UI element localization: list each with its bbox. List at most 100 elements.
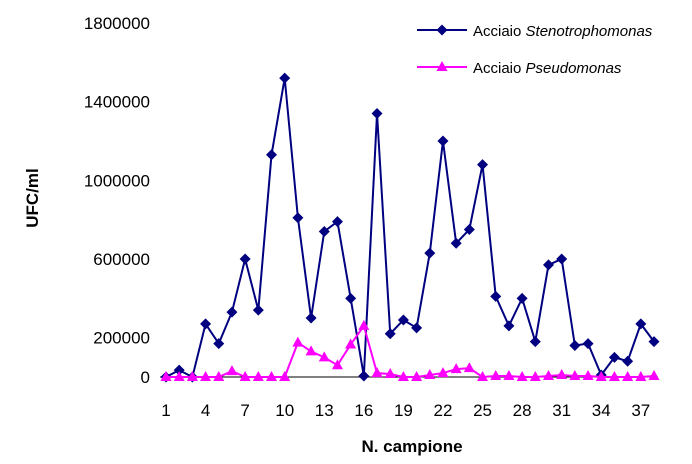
series-1-point-3 bbox=[200, 371, 212, 381]
series-0-point-10 bbox=[292, 212, 304, 224]
y-tick-label-1: 200000 bbox=[93, 329, 150, 348]
series-1-point-8 bbox=[266, 371, 278, 381]
legend-0-label-prefix: Acciaio bbox=[473, 23, 526, 40]
series-0-point-21 bbox=[437, 135, 449, 147]
series-0-point-30 bbox=[556, 253, 568, 265]
series-1-point-17 bbox=[384, 368, 396, 379]
series-1-point-23 bbox=[463, 362, 475, 373]
x-tick-label-4: 13 bbox=[315, 401, 334, 420]
series-0-point-9 bbox=[279, 72, 291, 84]
series-0-point-5 bbox=[226, 306, 238, 318]
series-0-point-34 bbox=[608, 351, 620, 363]
series-0-point-4 bbox=[213, 338, 225, 350]
series-1-point-16 bbox=[371, 367, 383, 378]
y-tick-label-2: 600000 bbox=[93, 250, 150, 269]
series-1-point-4 bbox=[213, 371, 225, 381]
series-1-point-5 bbox=[226, 365, 238, 376]
series-1-point-11 bbox=[305, 345, 317, 356]
series-0-point-11 bbox=[305, 312, 317, 324]
series-0-point-23 bbox=[463, 224, 475, 235]
series-0-point-29 bbox=[542, 259, 554, 271]
series-1-point-31 bbox=[569, 370, 581, 381]
series-1-point-20 bbox=[424, 369, 436, 380]
x-tick-label-2: 7 bbox=[240, 401, 249, 420]
series-0-point-35 bbox=[622, 355, 634, 367]
x-tick-label-7: 22 bbox=[434, 401, 453, 420]
series-1-point-26 bbox=[503, 370, 515, 381]
series-1-point-14 bbox=[345, 338, 357, 349]
x-tick-label-9: 28 bbox=[513, 401, 532, 420]
series-1-point-0 bbox=[160, 371, 172, 381]
series-1-point-33 bbox=[595, 371, 607, 381]
series-0-point-18 bbox=[397, 314, 409, 326]
legend-1-label: Acciaio Pseudomonas bbox=[473, 60, 622, 77]
series-1-point-29 bbox=[542, 370, 554, 381]
series-0-point-22 bbox=[450, 237, 462, 249]
series-1-point-22 bbox=[450, 363, 462, 374]
y-tick-label-4: 1400000 bbox=[84, 93, 150, 112]
x-tick-label-0: 1 bbox=[161, 401, 170, 420]
series-0-point-8 bbox=[266, 149, 278, 161]
series-0-point-25 bbox=[490, 290, 502, 302]
x-tick-label-12: 37 bbox=[631, 401, 650, 420]
series-layer bbox=[160, 72, 660, 383]
series-0-point-20 bbox=[424, 247, 436, 259]
y-tick-label-0: 0 bbox=[141, 368, 150, 387]
series-1-point-28 bbox=[529, 371, 541, 381]
x-tick-label-8: 25 bbox=[473, 401, 492, 420]
y-tick-label-3: 1000000 bbox=[84, 171, 150, 190]
series-0-line bbox=[165, 77, 655, 379]
x-tick-labels: 1 4 7 10 13 16 19 22 25 28 31 34 37 bbox=[161, 401, 650, 420]
series-1-point-19 bbox=[411, 371, 423, 381]
legend-0-marker bbox=[436, 24, 448, 36]
x-tick-label-1: 4 bbox=[201, 401, 210, 420]
series-1-point-27 bbox=[516, 371, 528, 381]
legend-1-label-prefix: Acciaio bbox=[473, 60, 526, 77]
series-1-point-37 bbox=[648, 370, 660, 381]
series-0-point-37 bbox=[648, 336, 660, 348]
series-1-point-35 bbox=[622, 371, 634, 381]
series-1-point-32 bbox=[582, 370, 594, 381]
series-0-point-36 bbox=[635, 318, 647, 330]
series-1-point-15 bbox=[358, 319, 370, 330]
legend-1-label-italic: Pseudomonas bbox=[526, 60, 622, 77]
x-axis-title: N. campione bbox=[361, 437, 462, 456]
series-1-point-2 bbox=[186, 371, 198, 381]
series-0-point-28 bbox=[529, 336, 541, 348]
x-tick-label-6: 19 bbox=[394, 401, 413, 420]
series-1-point-13 bbox=[331, 359, 343, 370]
series-1-point-10 bbox=[292, 336, 304, 347]
series-0-point-7 bbox=[252, 304, 264, 316]
series-1-point-6 bbox=[239, 371, 251, 381]
series-0 bbox=[160, 72, 660, 383]
series-0-point-3 bbox=[200, 318, 212, 330]
series-1-point-24 bbox=[477, 371, 489, 381]
series-1-line bbox=[166, 323, 655, 379]
series-0-point-13 bbox=[331, 216, 343, 228]
series-0-point-15 bbox=[358, 370, 370, 382]
series-0-point-1 bbox=[173, 364, 185, 376]
series-1-point-21 bbox=[437, 367, 449, 378]
series-0-point-24 bbox=[477, 159, 489, 171]
series-0-point-16 bbox=[371, 107, 383, 119]
x-tick-label-5: 16 bbox=[354, 401, 373, 420]
series-0-point-26 bbox=[503, 320, 515, 332]
series-1-point-30 bbox=[556, 369, 568, 380]
y-tick-label-5: 1800000 bbox=[84, 14, 150, 33]
series-0-point-31 bbox=[569, 340, 581, 352]
x-tick-label-11: 34 bbox=[592, 401, 611, 420]
x-tick-label-10: 31 bbox=[552, 401, 571, 420]
series-1-point-1 bbox=[173, 371, 185, 381]
y-tick-labels: 0 200000 600000 1000000 1400000 1800000 bbox=[84, 14, 150, 387]
series-1 bbox=[160, 319, 660, 381]
legend-0-label: Acciaio Stenotrophomonas bbox=[473, 23, 653, 40]
series-0-point-19 bbox=[411, 322, 423, 334]
series-0-point-17 bbox=[384, 328, 396, 340]
series-1-point-36 bbox=[635, 371, 647, 381]
series-0-point-12 bbox=[318, 225, 330, 237]
series-1-point-18 bbox=[397, 371, 409, 381]
legend-1-marker bbox=[436, 61, 448, 71]
series-1-point-12 bbox=[318, 351, 330, 362]
